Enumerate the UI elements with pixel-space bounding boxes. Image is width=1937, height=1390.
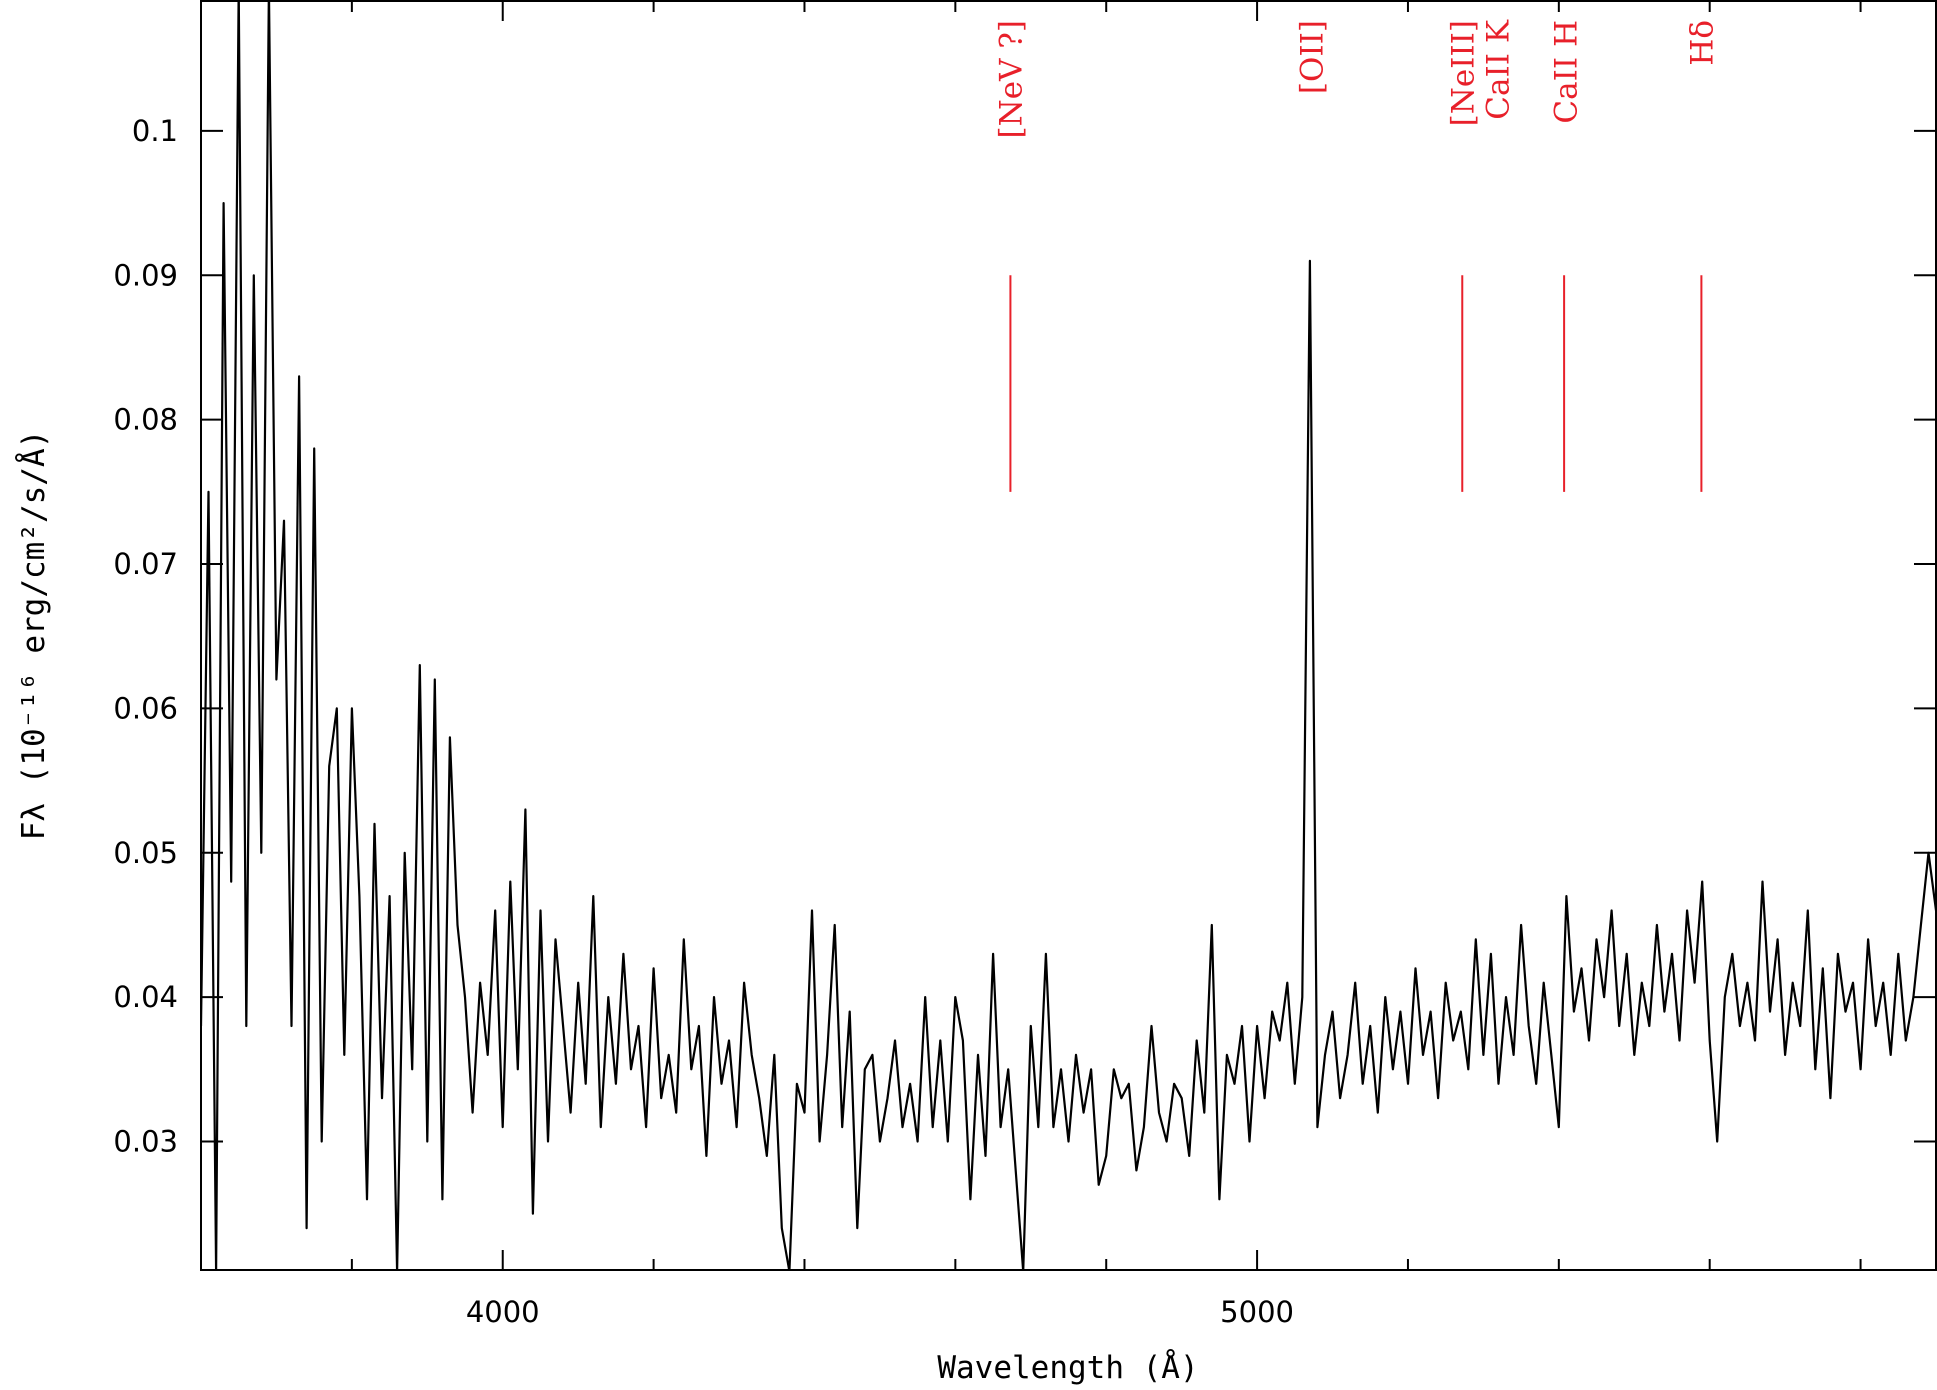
plot-frame xyxy=(200,0,1937,1271)
y-tick-label: 0.03 xyxy=(113,1125,178,1159)
line-label: [NeV ?] xyxy=(993,20,1029,139)
line-label: [OII] xyxy=(1294,20,1330,94)
y-tick-label: 0.07 xyxy=(113,547,178,581)
line-label: [NeIII] xyxy=(1445,20,1481,126)
y-tick-label: 0.08 xyxy=(113,403,178,437)
y-tick-label: 0.05 xyxy=(113,836,178,870)
line-label: CaII H xyxy=(1549,20,1585,124)
x-axis-label: Wavelength (Å) xyxy=(937,1350,1198,1386)
spectrum-line xyxy=(201,0,1936,1270)
y-tick-label: 0.09 xyxy=(113,258,178,292)
plot-area xyxy=(201,0,1936,1270)
y-axis-label: Fλ (10⁻¹⁶ erg/cm²/s/Å) xyxy=(16,430,52,841)
x-tick-label: 4000 xyxy=(466,1295,540,1329)
line-label: Hδ xyxy=(1684,20,1720,66)
y-tick-label: 0.04 xyxy=(113,980,178,1014)
y-tick-label: 0.1 xyxy=(132,114,178,148)
x-tick-label: 5000 xyxy=(1220,1295,1294,1329)
y-tick-label: 0.06 xyxy=(113,691,178,725)
line-label: CaII K xyxy=(1481,19,1517,120)
